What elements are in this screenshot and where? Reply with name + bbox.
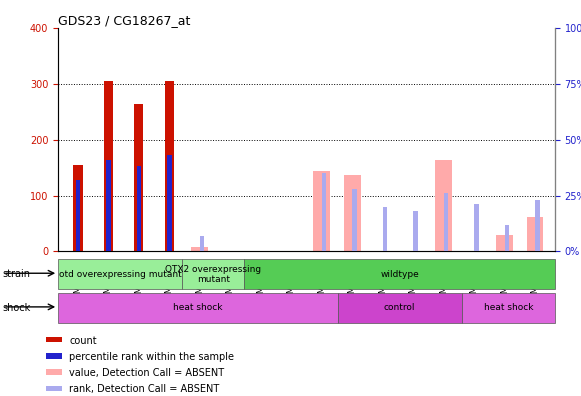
Bar — [474, 204, 479, 251]
Text: value, Detection Call = ABSENT: value, Detection Call = ABSENT — [70, 368, 224, 378]
Bar — [462, 293, 555, 323]
Text: rank, Detection Call = ABSENT: rank, Detection Call = ABSENT — [70, 384, 220, 394]
Text: count: count — [70, 336, 97, 346]
Bar — [58, 293, 338, 323]
Bar — [165, 81, 174, 251]
Text: wildtype: wildtype — [380, 270, 419, 279]
Bar — [496, 235, 513, 251]
Bar — [46, 386, 62, 391]
Bar — [191, 247, 208, 251]
Bar — [167, 155, 171, 251]
Text: strain: strain — [3, 269, 31, 280]
Text: OTX2 overexpressing
mutant: OTX2 overexpressing mutant — [165, 265, 261, 284]
Bar — [313, 171, 330, 251]
Text: heat shock: heat shock — [483, 303, 533, 312]
Bar — [245, 259, 555, 289]
Text: GDS23 / CG18267_at: GDS23 / CG18267_at — [58, 13, 191, 27]
Text: shock: shock — [3, 303, 31, 313]
Bar — [182, 259, 245, 289]
Bar — [535, 200, 540, 251]
Bar — [338, 293, 462, 323]
Bar — [344, 175, 361, 251]
Bar — [137, 166, 141, 251]
Bar — [104, 81, 113, 251]
Bar — [46, 369, 62, 375]
Bar — [76, 180, 80, 251]
Bar — [383, 207, 388, 251]
Text: heat shock: heat shock — [173, 303, 223, 312]
Text: percentile rank within the sample: percentile rank within the sample — [70, 352, 234, 362]
Bar — [46, 337, 62, 343]
Bar — [106, 160, 110, 251]
Bar — [46, 353, 62, 359]
Bar — [58, 259, 182, 289]
Bar — [504, 225, 509, 251]
Text: control: control — [384, 303, 415, 312]
Bar — [322, 173, 327, 251]
Bar — [413, 211, 418, 251]
Bar — [526, 217, 543, 251]
Bar — [444, 193, 448, 251]
Bar — [73, 165, 83, 251]
Bar — [435, 160, 452, 251]
Bar — [352, 189, 357, 251]
Bar — [200, 236, 205, 251]
Bar — [134, 105, 144, 251]
Text: otd overexpressing mutant: otd overexpressing mutant — [59, 270, 182, 279]
